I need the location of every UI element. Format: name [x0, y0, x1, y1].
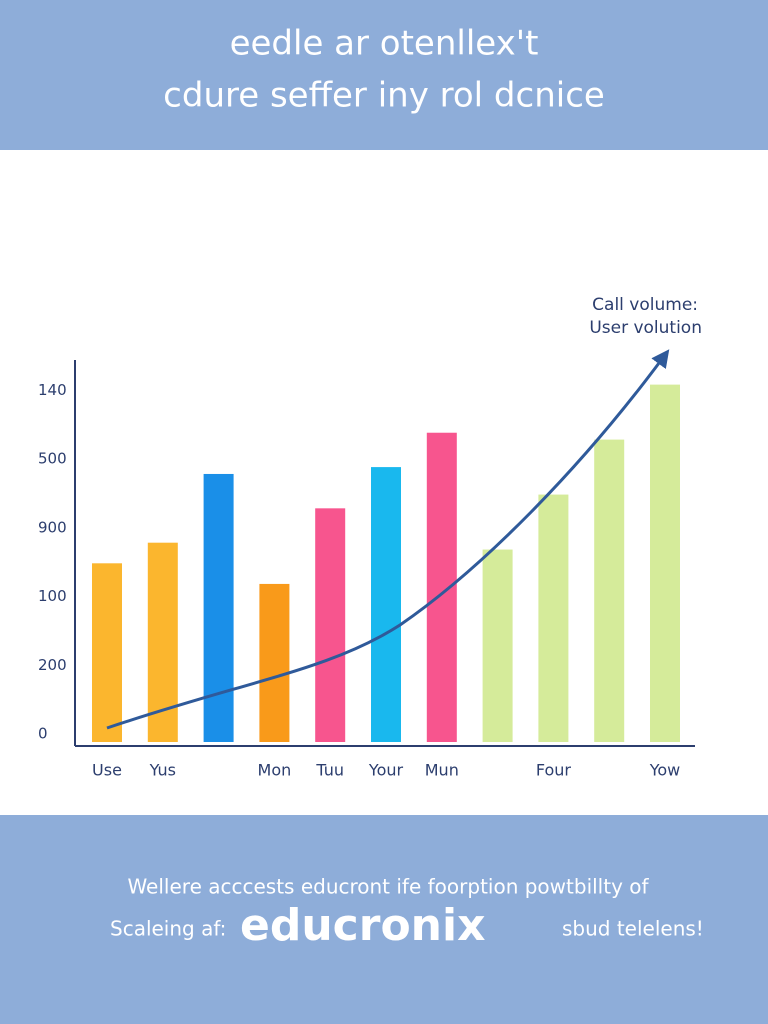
- x-tick-label: Mon: [258, 761, 292, 780]
- y-tick-label: 100: [38, 587, 67, 605]
- footer-text: Wellere acccests educront ife foorption …: [127, 875, 649, 899]
- footer-band: [0, 815, 768, 1024]
- x-tick-label: Use: [92, 761, 122, 780]
- bar: [259, 583, 290, 742]
- bar: [650, 384, 680, 742]
- x-tick-label: Mun: [425, 761, 459, 780]
- bar: [92, 563, 122, 742]
- x-tick-label: Your: [368, 761, 404, 780]
- y-tick-label: 900: [38, 518, 67, 536]
- header-line: eedle ar otenllex't: [230, 24, 539, 64]
- annotation: Call volume:: [592, 295, 698, 315]
- bars: [92, 384, 680, 742]
- trend-arrow: [106, 349, 670, 730]
- header-line: cdure seffer iny rol dcnice: [163, 76, 605, 116]
- x-tick-label: Yow: [649, 761, 681, 780]
- logo: educronix: [240, 900, 485, 951]
- y-tick-label: 200: [38, 656, 67, 674]
- y-tick-label: 0: [38, 725, 48, 743]
- annotation: User volution: [589, 318, 702, 338]
- header-band: [0, 0, 768, 150]
- bar: [594, 439, 625, 742]
- bar: [315, 508, 346, 742]
- bar: [371, 467, 401, 742]
- x-tick-label: Tuu: [315, 761, 344, 780]
- bar: [538, 494, 569, 742]
- bar: [426, 432, 457, 742]
- bar: [203, 473, 234, 742]
- y-tick-label: 140: [38, 381, 67, 399]
- footer-text: Scaleing af:: [110, 917, 226, 941]
- footer-text: sbud telelens!: [562, 917, 704, 941]
- bar: [482, 549, 513, 742]
- y-tick-label: 500: [38, 450, 67, 468]
- x-tick-label: Yus: [149, 761, 176, 780]
- x-tick-label: Four: [536, 761, 572, 780]
